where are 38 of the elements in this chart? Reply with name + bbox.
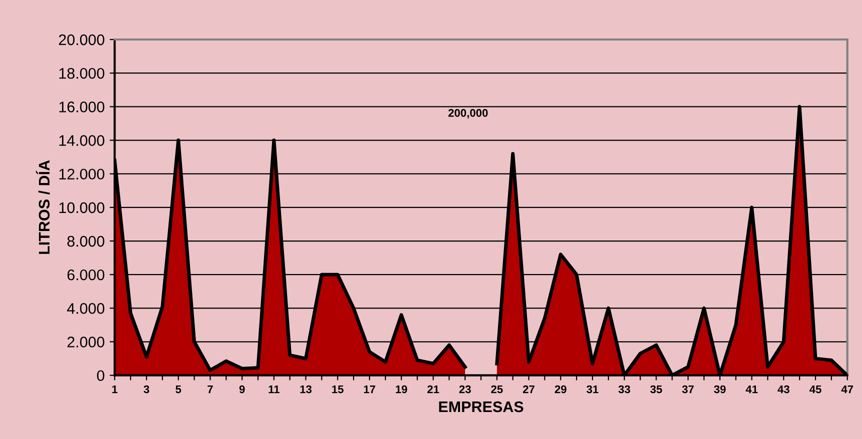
y-tick-label: 0 bbox=[97, 370, 104, 382]
x-tick-label: 23 bbox=[459, 385, 471, 394]
y-tick-label: 20.000 bbox=[58, 34, 104, 46]
x-tick-label: 41 bbox=[746, 385, 758, 394]
y-tick-label: 16.000 bbox=[59, 102, 104, 112]
y-tick-label: 12.000 bbox=[59, 168, 104, 180]
y-axis-title: LITROS / DÍA bbox=[36, 160, 50, 254]
y-tick-label: 18.000 bbox=[59, 68, 104, 79]
x-tick-label: 19 bbox=[396, 385, 408, 394]
x-tick-label: 1 bbox=[112, 385, 118, 394]
x-tick-label: 9 bbox=[239, 385, 245, 394]
y-tick-label: 6.000 bbox=[67, 269, 104, 280]
y-tick-label: 10.000 bbox=[59, 202, 104, 214]
x-tick-label: 45 bbox=[809, 385, 822, 394]
x-axis-title: EMPRESAS bbox=[439, 401, 524, 412]
annotation: 200,000 bbox=[448, 108, 488, 118]
x-tick-label: 25 bbox=[491, 385, 503, 394]
y-tick-label: 2.000 bbox=[67, 336, 104, 348]
x-tick-label: 3 bbox=[144, 385, 150, 394]
x-tick-label: 15 bbox=[332, 385, 344, 394]
x-tick-label: 5 bbox=[176, 385, 182, 394]
y-tick-label: 14.000 bbox=[59, 135, 104, 146]
x-tick-label: 35 bbox=[650, 385, 662, 394]
x-tick-label: 17 bbox=[364, 385, 376, 394]
x-tick-label: 39 bbox=[714, 385, 726, 394]
x-tick-label: 27 bbox=[522, 385, 534, 394]
x-tick-label: 31 bbox=[586, 385, 598, 394]
y-tick-label: 4.000 bbox=[67, 303, 104, 314]
x-tick-label: 7 bbox=[208, 385, 213, 394]
x-tick-label: 47 bbox=[841, 385, 854, 394]
x-tick-label: 29 bbox=[554, 385, 566, 394]
x-tick-label: 43 bbox=[778, 385, 790, 394]
y-tick-label: 8.000 bbox=[67, 236, 104, 247]
x-tick-label: 37 bbox=[682, 385, 694, 394]
x-tick-label: 21 bbox=[427, 385, 440, 394]
x-tick-label: 11 bbox=[268, 385, 280, 394]
x-tick-label: 33 bbox=[618, 385, 630, 394]
x-tick-label: 13 bbox=[300, 385, 312, 394]
